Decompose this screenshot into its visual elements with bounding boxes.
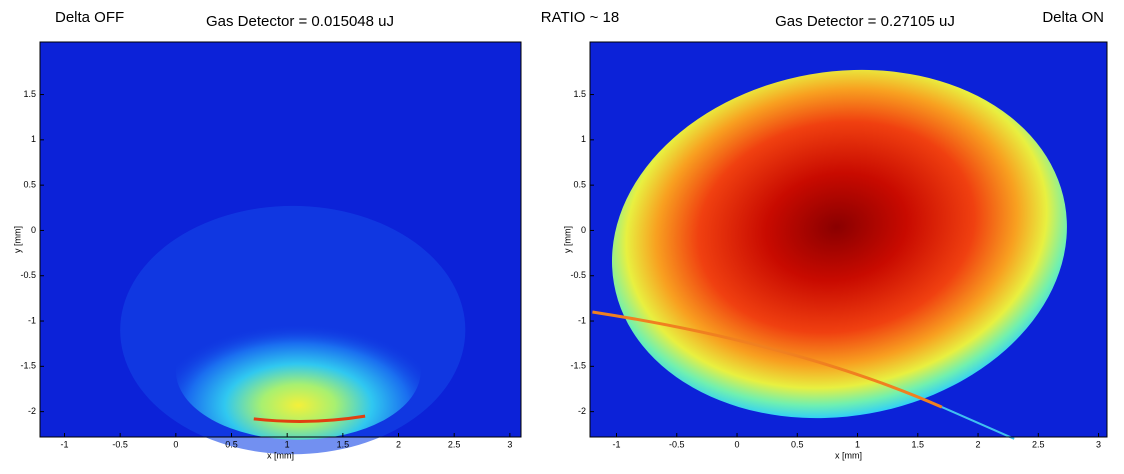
x-tick-label: 1.5: [912, 439, 925, 449]
y-tick-label: -1: [28, 315, 36, 325]
x-axis-label: x [mm]: [835, 450, 862, 460]
beam-spot: [175, 301, 421, 440]
panel-title: Gas Detector = 0.015048 uJ: [206, 13, 394, 30]
ratio-label: RATIO ~ 18: [541, 9, 620, 26]
x-axis-label: x [mm]: [267, 450, 294, 460]
x-tick-label: 0.5: [225, 439, 238, 449]
y-tick-label: -0.5: [20, 270, 36, 280]
panel-title: Gas Detector = 0.27105 uJ: [775, 13, 955, 30]
y-tick-label: -0.5: [570, 270, 586, 280]
panel-annotation: Delta ON: [1042, 9, 1104, 26]
y-tick-label: -1.5: [570, 361, 586, 371]
y-tick-label: 0.5: [573, 180, 586, 190]
beam-streak-tail: [941, 406, 1015, 440]
plot-frame: [39, 41, 522, 438]
x-tick-label: 2: [396, 439, 401, 449]
x-tick-label: 1: [855, 439, 860, 449]
y-tick-label: 1.5: [573, 89, 586, 99]
x-tick-label: 2: [976, 439, 981, 449]
x-tick-label: 1.5: [337, 439, 350, 449]
y-tick-label: -2: [578, 406, 586, 416]
x-tick-label: 2.5: [448, 439, 461, 449]
x-tick-label: -1: [613, 439, 621, 449]
x-tick-label: 3: [507, 439, 512, 449]
beam-streak: [592, 310, 943, 409]
y-tick-label: -2: [28, 406, 36, 416]
y-axis-label: y [mm]: [12, 226, 22, 253]
y-tick-label: 0: [581, 225, 586, 235]
x-tick-label: 3: [1096, 439, 1101, 449]
y-tick-label: 1: [31, 134, 36, 144]
x-tick-label: 0: [735, 439, 740, 449]
x-tick-label: -0.5: [112, 439, 128, 449]
y-tick-label: 0: [31, 225, 36, 235]
y-tick-label: -1.5: [20, 361, 36, 371]
y-tick-label: 0.5: [23, 180, 36, 190]
x-tick-label: 0: [173, 439, 178, 449]
x-tick-label: -0.5: [669, 439, 685, 449]
beam-streak: [253, 414, 366, 423]
x-tick-label: 1: [285, 439, 290, 449]
x-tick-label: -1: [60, 439, 68, 449]
x-tick-label: 0.5: [791, 439, 804, 449]
plot-frame: [589, 41, 1108, 438]
y-axis-label: y [mm]: [562, 226, 572, 253]
y-tick-label: -1: [578, 315, 586, 325]
y-tick-label: 1.5: [23, 89, 36, 99]
x-tick-label: 2.5: [1032, 439, 1045, 449]
y-tick-label: 1: [581, 134, 586, 144]
beam-spot: [611, 69, 1067, 419]
panel-annotation: Delta OFF: [55, 9, 124, 26]
